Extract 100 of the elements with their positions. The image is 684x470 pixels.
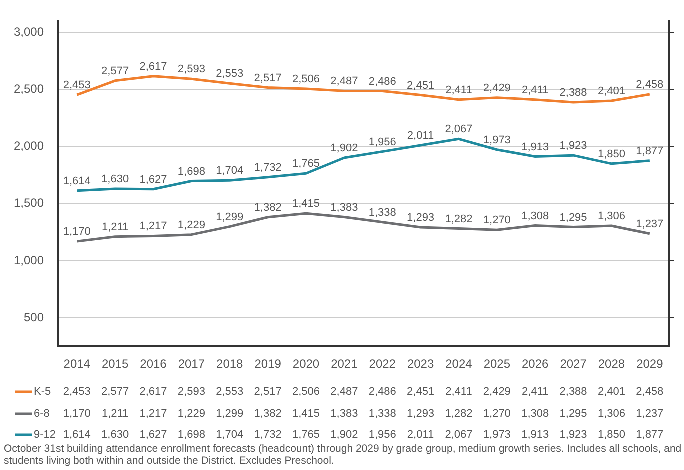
data-label: 1,282 xyxy=(445,408,473,420)
data-label: 1,338 xyxy=(368,408,396,420)
text: 1,295 xyxy=(560,212,588,224)
x-tick-label: 2027 xyxy=(560,357,588,372)
text: 2,011 xyxy=(407,130,434,142)
x-tick-label: 2021 xyxy=(331,357,358,372)
data-label: 2,506 xyxy=(292,386,320,398)
text: 1,382 xyxy=(254,202,282,214)
data-label: 1,217 xyxy=(140,408,168,420)
x-tick-label: 2017 xyxy=(178,357,206,372)
text: 2,453 xyxy=(63,80,91,92)
data-label: 2,411 xyxy=(522,386,549,398)
y-tick-label: 3,000 xyxy=(14,24,44,39)
data-label: 1,956 xyxy=(368,429,396,442)
x-tick-label: 2022 xyxy=(369,357,396,372)
data-label: 1,877 xyxy=(636,429,664,442)
data-label: 2,486 xyxy=(368,386,396,398)
text: 1,293 xyxy=(407,212,435,224)
x-tick-label: 2020 xyxy=(292,357,320,372)
text: 1,614 xyxy=(63,175,91,188)
text: 2,517 xyxy=(254,72,282,84)
text: 1,850 xyxy=(598,148,626,160)
text: 1,704 xyxy=(216,165,244,178)
data-label: 1,299 xyxy=(216,408,244,420)
legend-label: 9-12 xyxy=(34,429,56,442)
data-label: 1,308 xyxy=(522,408,550,420)
text: 2,593 xyxy=(178,64,206,76)
data-label: 1,270 xyxy=(483,408,511,420)
text: 1,630 xyxy=(102,174,130,186)
data-label: 2,453 xyxy=(63,386,91,398)
data-label: 2,451 xyxy=(407,386,435,398)
y-tick-label: 2,500 xyxy=(14,82,44,96)
x-tick-label: 2019 xyxy=(254,357,282,372)
text: 2,487 xyxy=(330,76,358,88)
x-tick-label: 2023 xyxy=(407,357,434,372)
data-label: 1,306 xyxy=(598,408,626,420)
data-label: 1,704 xyxy=(216,429,244,442)
text: 1,211 xyxy=(102,221,129,234)
data-label: 2,553 xyxy=(216,386,244,398)
data-label: 2,617 xyxy=(140,386,168,398)
data-label: 2,517 xyxy=(254,386,282,398)
x-tick-label: 2016 xyxy=(140,357,168,372)
text: 1,877 xyxy=(636,145,664,158)
text: 1,270 xyxy=(483,214,511,227)
x-tick-label: 2029 xyxy=(636,357,664,372)
x-tick-label: 2024 xyxy=(446,357,473,372)
data-label: 1,765 xyxy=(292,429,320,442)
text: 2,388 xyxy=(560,87,588,100)
text: 1,306 xyxy=(598,210,626,223)
text: October 31st building attendance enrollment forecasts (headcount) through 2029 by grade group, medium growth series. Includes all schools, and students living both within and outside the District. Excludes Preschool. xyxy=(4,443,682,467)
data-label: 1,913 xyxy=(522,429,550,442)
data-label: 1,614 xyxy=(63,429,91,442)
y-tick-label: 500 xyxy=(24,310,44,324)
text: 1,923 xyxy=(560,140,588,152)
text: 1,299 xyxy=(216,211,244,224)
x-tick-label: 2014 xyxy=(64,357,91,372)
text: 2,553 xyxy=(216,68,244,80)
data-label: 1,698 xyxy=(178,429,206,442)
data-label: 1,627 xyxy=(140,429,168,442)
text: 1,902 xyxy=(330,142,358,155)
x-tick-label: 2018 xyxy=(216,357,244,372)
x-tick-label: 2025 xyxy=(484,357,511,372)
data-label: 1,415 xyxy=(292,408,320,420)
data-label: 2,458 xyxy=(636,386,664,398)
data-label: 2,011 xyxy=(407,429,434,442)
y-tick-label: 1,000 xyxy=(14,253,44,268)
text: 1,415 xyxy=(292,198,320,210)
text: 2,451 xyxy=(407,80,435,92)
text: 1,282 xyxy=(445,213,473,226)
y-tick-label: 2,000 xyxy=(14,139,44,154)
data-label: 2,401 xyxy=(598,386,626,398)
text: 1,308 xyxy=(522,210,550,222)
text: 2,411 xyxy=(522,84,549,96)
x-tick-label: 2028 xyxy=(598,357,626,372)
data-label: 2,429 xyxy=(483,386,511,398)
text: 2,411 xyxy=(446,84,472,96)
data-label: 1,211 xyxy=(102,408,129,420)
text: 1,170 xyxy=(63,226,91,238)
text: 1,627 xyxy=(140,174,168,186)
text: 2,577 xyxy=(102,65,130,78)
data-label: 2,487 xyxy=(330,386,358,398)
data-label: 1,923 xyxy=(560,429,588,442)
data-label: 2,411 xyxy=(446,386,472,398)
text: 1,383 xyxy=(330,202,358,214)
text: 1,732 xyxy=(254,162,282,174)
text: 1,698 xyxy=(178,166,206,178)
x-tick-label: 2015 xyxy=(102,357,129,372)
data-label: 2,593 xyxy=(178,386,206,398)
data-label: 1,295 xyxy=(560,408,588,420)
data-label: 1,850 xyxy=(598,429,626,442)
data-label: 1,382 xyxy=(254,408,282,420)
x-tick-label: 2026 xyxy=(522,357,550,372)
text: 1,956 xyxy=(368,136,396,148)
y-tick-label: 1,500 xyxy=(14,196,44,210)
text: 2,617 xyxy=(140,60,168,73)
text: 1,229 xyxy=(178,219,206,232)
text: 2,486 xyxy=(368,76,396,88)
data-label: 2,067 xyxy=(445,429,473,442)
text: 1,237 xyxy=(636,218,664,230)
data-label: 1,237 xyxy=(636,408,664,420)
